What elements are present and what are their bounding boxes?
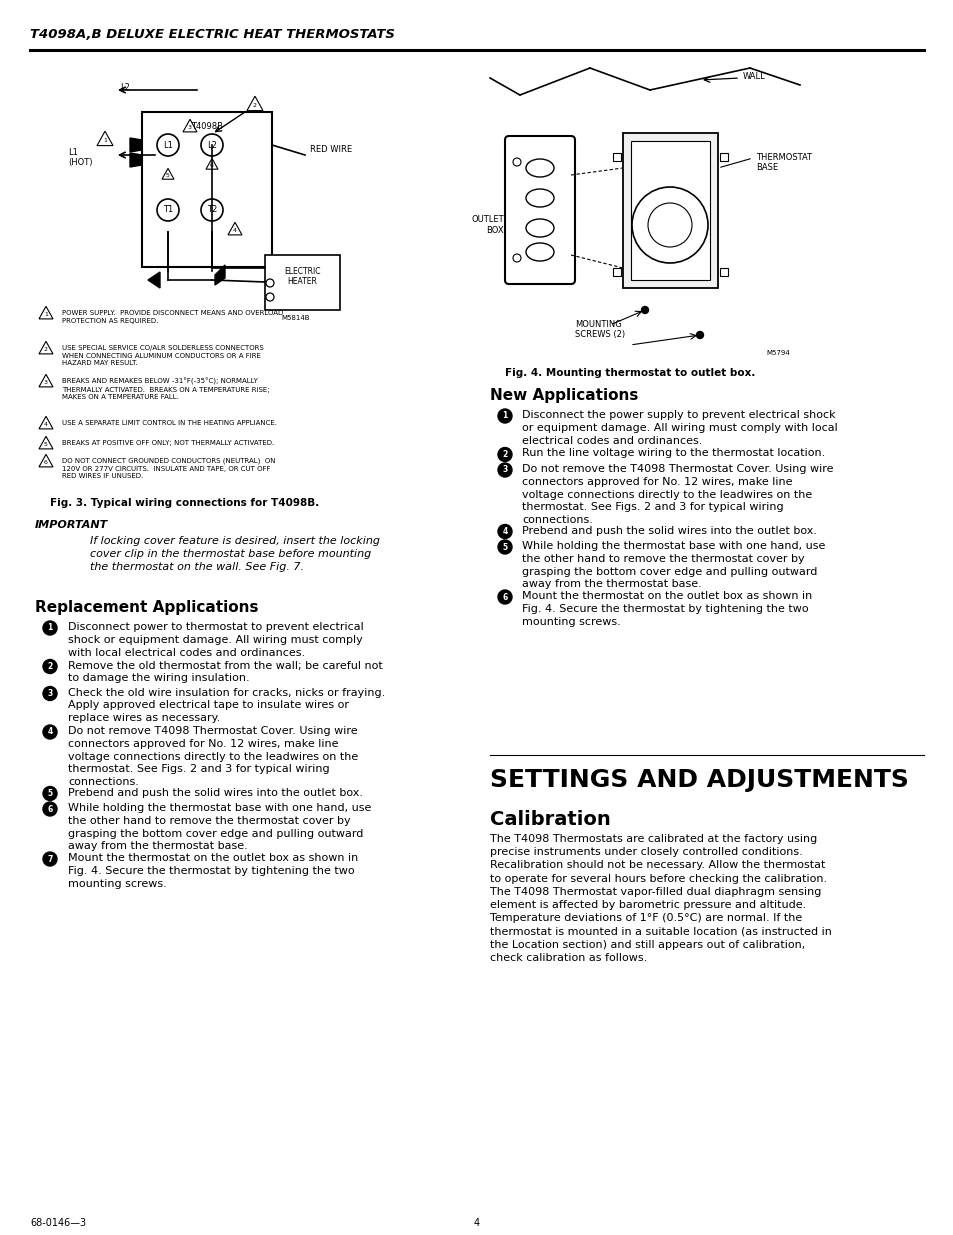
- Text: Prebend and push the solid wires into the outlet box.: Prebend and push the solid wires into th…: [521, 526, 816, 536]
- Text: T4098A,B DELUXE ELECTRIC HEAT THERMOSTATS: T4098A,B DELUXE ELECTRIC HEAT THERMOSTAT…: [30, 28, 395, 41]
- Text: M5794: M5794: [765, 350, 789, 356]
- Text: If locking cover feature is desired, insert the locking
cover clip in the thermo: If locking cover feature is desired, ins…: [90, 536, 379, 572]
- Bar: [265, 254, 339, 310]
- Text: 5: 5: [44, 442, 48, 447]
- Text: 68-0146—3: 68-0146—3: [30, 1218, 86, 1228]
- Text: 6: 6: [44, 461, 48, 466]
- Text: Check the old wire insulation for cracks, nicks or fraying.
Apply approved elect: Check the old wire insulation for cracks…: [68, 688, 385, 724]
- Text: 3: 3: [48, 689, 52, 698]
- Text: New Applications: New Applications: [490, 388, 638, 403]
- Text: Prebend and push the solid wires into the outlet box.: Prebend and push the solid wires into th…: [68, 788, 363, 798]
- Text: L2: L2: [120, 83, 130, 91]
- Text: THERMOSTAT
BASE: THERMOSTAT BASE: [755, 153, 811, 173]
- Text: 1: 1: [44, 312, 48, 317]
- Text: 2: 2: [44, 347, 48, 352]
- Text: 1: 1: [48, 624, 52, 632]
- Text: Mount the thermostat on the outlet box as shown in
Fig. 4. Secure the thermostat: Mount the thermostat on the outlet box a…: [68, 853, 358, 889]
- Text: 4: 4: [48, 727, 52, 736]
- Text: The T4098 Thermostats are calibrated at the factory using
precise instruments un: The T4098 Thermostats are calibrated at …: [490, 834, 831, 963]
- Text: 6: 6: [48, 804, 52, 814]
- Text: T2: T2: [207, 205, 217, 215]
- Text: Calibration: Calibration: [490, 810, 610, 829]
- Polygon shape: [214, 266, 225, 285]
- Bar: [613, 268, 620, 275]
- Circle shape: [497, 463, 512, 477]
- Circle shape: [497, 540, 512, 555]
- Text: Remove the old thermostat from the wall; be careful not
to damage the wiring ins: Remove the old thermostat from the wall;…: [68, 661, 382, 683]
- Circle shape: [43, 725, 57, 739]
- Text: 4: 4: [474, 1218, 479, 1228]
- Text: Replacement Applications: Replacement Applications: [35, 600, 258, 615]
- Bar: [142, 112, 272, 267]
- Circle shape: [43, 787, 57, 800]
- Circle shape: [43, 852, 57, 866]
- Text: L2: L2: [207, 141, 216, 149]
- Text: Do not remove the T4098 Thermostat Cover. Using wire
connectors approved for No.: Do not remove the T4098 Thermostat Cover…: [521, 464, 833, 525]
- Text: 3: 3: [188, 125, 192, 130]
- FancyBboxPatch shape: [504, 136, 575, 284]
- Text: 4: 4: [233, 228, 236, 233]
- Text: L1
(HOT): L1 (HOT): [68, 148, 92, 168]
- Bar: [613, 153, 620, 161]
- Circle shape: [640, 306, 648, 314]
- Circle shape: [43, 621, 57, 635]
- Text: 2: 2: [253, 104, 256, 109]
- Text: USE A SEPARATE LIMIT CONTROL IN THE HEATING APPLIANCE.: USE A SEPARATE LIMIT CONTROL IN THE HEAT…: [62, 420, 276, 426]
- Text: Disconnect power to thermostat to prevent electrical
shock or equipment damage. : Disconnect power to thermostat to preven…: [68, 622, 363, 657]
- Text: 5: 5: [166, 173, 170, 178]
- Polygon shape: [130, 138, 142, 152]
- Text: M5814B: M5814B: [281, 315, 310, 321]
- Bar: [630, 141, 709, 280]
- Text: Do not remove T4098 Thermostat Cover. Using wire
connectors approved for No. 12 : Do not remove T4098 Thermostat Cover. Us…: [68, 726, 358, 787]
- Text: While holding the thermostat base with one hand, use
the other hand to remove th: While holding the thermostat base with o…: [521, 541, 824, 589]
- Polygon shape: [130, 153, 142, 167]
- Text: 1: 1: [502, 411, 507, 420]
- Text: BREAKS AND REMAKES BELOW -31°F(-35°C); NORMALLY
THERMALLY ACTIVATED.  BREAKS ON : BREAKS AND REMAKES BELOW -31°F(-35°C); N…: [62, 378, 270, 400]
- Bar: [622, 133, 718, 288]
- Text: SETTINGS AND ADJUSTMENTS: SETTINGS AND ADJUSTMENTS: [490, 768, 908, 792]
- Text: RED WIRE: RED WIRE: [310, 146, 352, 154]
- Text: Mount the thermostat on the outlet box as shown in
Fig. 4. Secure the thermostat: Mount the thermostat on the outlet box a…: [521, 592, 811, 626]
- Text: 6: 6: [210, 163, 213, 168]
- Text: 3: 3: [44, 380, 48, 385]
- Circle shape: [696, 331, 702, 338]
- Circle shape: [497, 590, 512, 604]
- Text: 5: 5: [502, 542, 507, 552]
- Text: Run the line voltage wiring to the thermostat location.: Run the line voltage wiring to the therm…: [521, 448, 824, 458]
- Text: MOUNTING
SCREWS (2): MOUNTING SCREWS (2): [575, 320, 624, 340]
- Circle shape: [497, 525, 512, 538]
- Text: While holding the thermostat base with one hand, use
the other hand to remove th: While holding the thermostat base with o…: [68, 803, 371, 851]
- Text: WALL: WALL: [742, 72, 765, 82]
- Text: 2: 2: [502, 450, 507, 459]
- Text: T4098B: T4098B: [191, 122, 223, 131]
- Text: 2: 2: [48, 662, 52, 671]
- Bar: [720, 153, 727, 161]
- Text: Fig. 3. Typical wiring connections for T4098B.: Fig. 3. Typical wiring connections for T…: [51, 498, 319, 508]
- Text: 3: 3: [502, 466, 507, 474]
- Text: 7: 7: [48, 855, 52, 863]
- Circle shape: [497, 409, 512, 424]
- Text: L1: L1: [163, 141, 172, 149]
- Circle shape: [43, 659, 57, 673]
- Text: USE SPECIAL SERVICE CO/ALR SOLDERLESS CONNECTORS
WHEN CONNECTING ALUMINUM CONDUC: USE SPECIAL SERVICE CO/ALR SOLDERLESS CO…: [62, 345, 263, 366]
- Text: OUTLET
BOX: OUTLET BOX: [471, 215, 503, 235]
- Text: 6: 6: [502, 593, 507, 601]
- Text: BREAKS AT POSITIVE OFF ONLY; NOT THERMALLY ACTIVATED.: BREAKS AT POSITIVE OFF ONLY; NOT THERMAL…: [62, 440, 274, 446]
- Text: Fig. 4. Mounting thermostat to outlet box.: Fig. 4. Mounting thermostat to outlet bo…: [504, 368, 755, 378]
- Polygon shape: [148, 272, 160, 288]
- Text: DO NOT CONNECT GROUNDED CONDUCTORS (NEUTRAL)  ON
120V OR 277V CIRCUITS.  INSULAT: DO NOT CONNECT GROUNDED CONDUCTORS (NEUT…: [62, 458, 275, 479]
- Text: Disconnect the power supply to prevent electrical shock
or equipment damage. All: Disconnect the power supply to prevent e…: [521, 410, 837, 446]
- Text: 4: 4: [502, 527, 507, 536]
- Text: 1: 1: [103, 138, 107, 143]
- Text: 4: 4: [44, 422, 48, 427]
- Circle shape: [43, 802, 57, 816]
- Text: T1: T1: [163, 205, 172, 215]
- Bar: [720, 268, 727, 275]
- Text: IMPORTANT: IMPORTANT: [35, 520, 108, 530]
- Circle shape: [43, 687, 57, 700]
- Circle shape: [497, 447, 512, 462]
- Text: ELECTRIC
HEATER: ELECTRIC HEATER: [284, 267, 320, 287]
- Text: 5: 5: [48, 789, 52, 798]
- Text: POWER SUPPLY.  PROVIDE DISCONNECT MEANS AND OVERLOAD
PROTECTION AS REQUIRED.: POWER SUPPLY. PROVIDE DISCONNECT MEANS A…: [62, 310, 283, 324]
